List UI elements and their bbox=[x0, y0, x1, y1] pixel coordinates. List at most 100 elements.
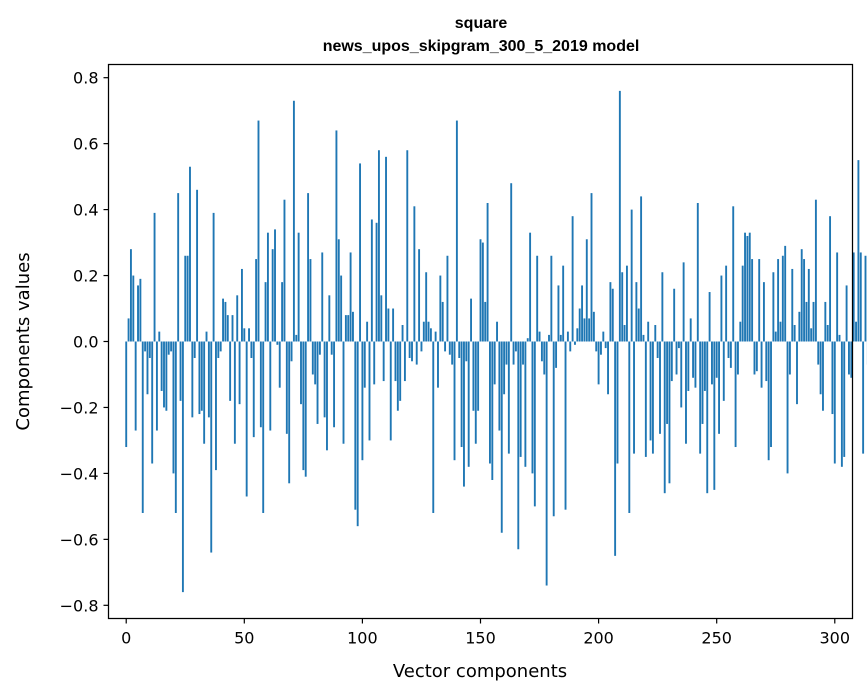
bar-component-104 bbox=[370, 219, 373, 342]
bar-component-46 bbox=[233, 341, 236, 444]
bar-component-38 bbox=[215, 341, 217, 471]
bar-component-110 bbox=[385, 156, 387, 342]
axes-group: 0 50 100 150 200 250 300 −0.8 −0.6 −0.4 −0.2 0.0 0.2… bbox=[60, 69, 850, 648]
bar-component-174 bbox=[536, 255, 539, 342]
bar-component-184 bbox=[559, 334, 562, 342]
bar-component-65 bbox=[278, 341, 281, 388]
bar-component-311 bbox=[859, 252, 862, 342]
bar-component-43 bbox=[226, 315, 229, 342]
bar-component-40 bbox=[219, 341, 222, 352]
bar-component-208 bbox=[616, 341, 619, 464]
bar-component-227 bbox=[661, 272, 664, 342]
bar-component-129 bbox=[429, 328, 432, 342]
bar-component-131 bbox=[434, 331, 437, 342]
bar-component-78 bbox=[309, 259, 312, 342]
bar-component-275 bbox=[774, 331, 777, 342]
bar-component-231 bbox=[670, 341, 673, 382]
bar-component-132 bbox=[437, 341, 439, 388]
bar-component-37 bbox=[212, 212, 215, 342]
bar-component-32 bbox=[200, 341, 203, 411]
bar-component-277 bbox=[779, 321, 782, 342]
bar-component-244 bbox=[701, 341, 704, 424]
bar-component-304 bbox=[843, 341, 846, 457]
x-tick-label: 250 bbox=[701, 629, 732, 648]
bar-component-253 bbox=[722, 341, 725, 401]
bar-component-67 bbox=[283, 199, 286, 342]
bar-component-171 bbox=[529, 232, 532, 342]
bar-component-247 bbox=[708, 292, 711, 342]
bar-component-124 bbox=[418, 249, 421, 342]
bar-component-5 bbox=[137, 285, 139, 342]
bar-component-245 bbox=[703, 341, 706, 391]
bar-component-150 bbox=[479, 239, 482, 342]
bar-component-156 bbox=[493, 341, 496, 385]
bar-component-239 bbox=[689, 318, 692, 342]
y-tick-label: 0.6 bbox=[73, 135, 98, 154]
bar-component-172 bbox=[531, 341, 534, 474]
bar-component-66 bbox=[281, 282, 284, 342]
bar-component-289 bbox=[807, 268, 810, 342]
bar-component-157 bbox=[496, 321, 498, 342]
bar-component-73 bbox=[297, 232, 300, 342]
bar-component-210 bbox=[621, 272, 624, 342]
bar-component-291 bbox=[812, 301, 815, 342]
bar-component-52 bbox=[248, 328, 250, 342]
y-tick-label: 0.2 bbox=[73, 267, 98, 286]
bar-component-169 bbox=[524, 341, 527, 467]
x-tick-label: 100 bbox=[347, 629, 378, 648]
bar-component-168 bbox=[522, 341, 524, 365]
bar-component-88 bbox=[333, 341, 336, 428]
bar-component-3 bbox=[132, 275, 135, 342]
bar-component-251 bbox=[718, 341, 720, 434]
bar-component-181 bbox=[552, 341, 555, 517]
bar-component-86 bbox=[328, 295, 331, 342]
bar-component-205 bbox=[609, 282, 612, 342]
bar-component-122 bbox=[413, 206, 416, 342]
bar-component-264 bbox=[748, 232, 751, 342]
bar-component-308 bbox=[852, 252, 855, 342]
x-axis-label: Vector components bbox=[393, 661, 567, 682]
y-tick-label: 0.0 bbox=[73, 333, 98, 352]
bar-component-112 bbox=[389, 341, 392, 441]
bar-component-120 bbox=[408, 341, 411, 358]
bar-component-262 bbox=[744, 232, 746, 342]
bar-component-119 bbox=[406, 150, 409, 342]
bar-component-189 bbox=[571, 216, 574, 342]
bar-component-116 bbox=[399, 341, 402, 401]
bar-component-307 bbox=[850, 341, 853, 378]
bar-component-0 bbox=[125, 341, 128, 448]
bar-component-268 bbox=[758, 259, 761, 342]
bar-component-162 bbox=[507, 341, 510, 454]
bar-component-204 bbox=[607, 341, 609, 395]
bar-component-193 bbox=[581, 285, 584, 342]
bar-component-16 bbox=[163, 341, 165, 408]
bar-component-4 bbox=[134, 341, 137, 431]
bar-component-98 bbox=[356, 341, 359, 527]
bar-component-187 bbox=[566, 331, 569, 342]
bar-component-202 bbox=[602, 331, 605, 342]
bar-component-117 bbox=[401, 325, 404, 342]
bar-component-155 bbox=[491, 341, 494, 480]
bar-component-269 bbox=[760, 341, 763, 388]
bar-component-103 bbox=[368, 341, 371, 441]
bar-component-274 bbox=[772, 272, 775, 342]
bar-component-145 bbox=[467, 341, 470, 467]
x-tick-label: 50 bbox=[234, 629, 254, 648]
bar-component-60 bbox=[266, 232, 269, 342]
bar-component-302 bbox=[838, 334, 841, 342]
y-tick-label: 0.4 bbox=[73, 201, 98, 220]
bar-component-94 bbox=[347, 315, 350, 342]
bar-component-18 bbox=[167, 341, 170, 355]
bar-component-163 bbox=[510, 183, 513, 342]
bar-component-218 bbox=[640, 196, 643, 342]
bar-component-248 bbox=[711, 341, 713, 385]
bar-component-114 bbox=[394, 341, 397, 382]
bar-component-90 bbox=[337, 239, 340, 342]
bar-component-10 bbox=[148, 341, 151, 358]
bar-component-64 bbox=[276, 341, 279, 345]
bar-component-183 bbox=[557, 285, 560, 342]
bar-component-182 bbox=[555, 341, 558, 368]
bar-component-194 bbox=[583, 318, 586, 342]
bar-component-47 bbox=[236, 295, 239, 342]
